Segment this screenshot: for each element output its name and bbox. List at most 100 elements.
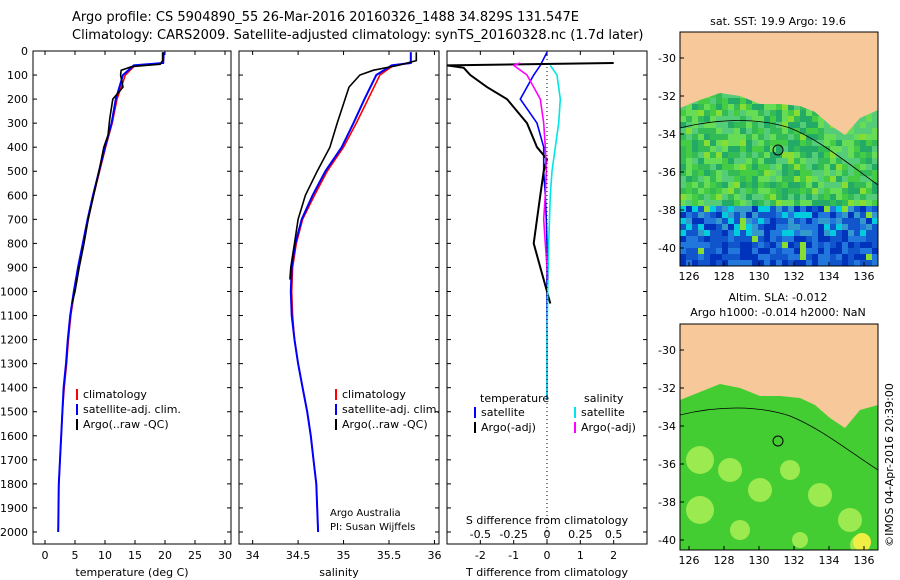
series-line-argo-raw-qc-	[289, 52, 418, 280]
figure-title-line-2: Climatology: CARS2009. Satellite-adjuste…	[72, 28, 644, 43]
y-tick-label: 1500	[0, 406, 28, 419]
sst-map-title: sat. SST: 19.9 Argo: 19.6	[710, 15, 846, 28]
y-tick-label: 1900	[0, 502, 28, 515]
series-line-argo-raw-qc-	[71, 52, 164, 304]
land-mass-top	[680, 32, 878, 135]
y-tick-label: 1700	[0, 454, 28, 467]
x-tick-label: 1	[577, 549, 584, 562]
lon-tick-label: 136	[854, 270, 875, 283]
series-line-temperature-argo-adj-	[446, 62, 614, 304]
s-tick-label: 0	[544, 528, 551, 541]
temperature-panel: 0100200300400500600700800900100011001200…	[0, 45, 232, 579]
x-tick-label: 0	[544, 549, 551, 562]
x-tick-label: 34.5	[286, 549, 311, 562]
x-tick-label: -2	[475, 549, 486, 562]
lon-tick-label: 130	[749, 554, 770, 567]
series-line-satellite-adj-clim-	[289, 52, 412, 533]
legend-title-temperature: temperature	[480, 392, 549, 405]
lat-tick-label: -38	[658, 204, 676, 217]
series-line-climatology	[290, 52, 412, 533]
lat-tick-label: -38	[658, 496, 676, 509]
argo-position-marker-bottom	[772, 435, 784, 447]
legend-label: satellite	[481, 406, 525, 419]
lat-tick-label: -30	[658, 52, 676, 65]
y-tick-label: 600	[7, 189, 28, 202]
difference-panel: -2 -1 0 1 2 T difference from climatology -0.5…	[446, 50, 648, 579]
legend-label: Argo(..raw -QC)	[342, 418, 428, 431]
x-tick-label: 10	[98, 549, 112, 562]
y-tick-label: 2000	[0, 526, 28, 539]
x-tick-label: 35.5	[377, 549, 402, 562]
x-tick-label: 5	[72, 549, 79, 562]
plot-frame	[238, 50, 440, 545]
legend-label: climatology	[342, 388, 406, 401]
x-tick-label: 30	[218, 549, 232, 562]
y-tick-label: 800	[7, 237, 28, 250]
s-tick-label: -0.5	[470, 528, 491, 541]
legend-label: Argo(-adj)	[481, 421, 536, 434]
s-tick-label: 0.25	[568, 528, 593, 541]
y-tick-label: 500	[7, 165, 28, 178]
plot-frame	[32, 50, 232, 545]
x-tick-label: 15	[128, 549, 142, 562]
lon-tick-label: 134	[819, 270, 840, 283]
y-tick-label: 1100	[0, 310, 28, 323]
y-tick-label: 1600	[0, 430, 28, 443]
argo-position-marker-top	[772, 144, 784, 156]
y-tick-label: 1400	[0, 382, 28, 395]
lat-tick-label: -32	[658, 90, 676, 103]
sla-map-panel: Altim. SLA: -0.012 Argo h1000: -0.014 h2…	[658, 291, 879, 567]
lat-tick-label: -36	[658, 166, 676, 179]
lon-tick-label: 126	[679, 554, 700, 567]
bathymetry-contour-top	[680, 120, 878, 186]
y-tick-label: 300	[7, 117, 28, 130]
s-tick-label: 0.5	[605, 528, 623, 541]
lon-tick-label: 136	[854, 554, 875, 567]
credit-text: ©IMOS 04-Apr-2016 20:39:00	[883, 383, 896, 547]
figure-title-line-1: Argo profile: CS 5904890_55 26-Mar-2016 …	[72, 10, 580, 25]
y-tick-label: 700	[7, 213, 28, 226]
lon-tick-label: 128	[714, 554, 735, 567]
annotation-text: Argo Australia	[330, 508, 401, 519]
x-tick-label: 20	[158, 549, 172, 562]
salinity-panel: 34 34.5 35 35.5 36 salinity climatology satelli…	[238, 50, 441, 579]
x-axis-label: temperature (deg C)	[75, 566, 188, 579]
y-tick-label: 1800	[0, 478, 28, 491]
series-line-salinity-argo-adj-	[512, 62, 549, 280]
lat-tick-label: -30	[658, 344, 676, 357]
lon-tick-label: 128	[714, 270, 735, 283]
legend-label: satellite-adj. clim.	[83, 403, 181, 416]
sst-map-panel: sat. SST: 19.9 Argo: 19.6 126 128 130 132 13…	[658, 15, 879, 283]
legend-label: climatology	[83, 388, 147, 401]
x-tick-label: 2	[610, 549, 617, 562]
x-axis-label: T difference from climatology	[465, 566, 628, 579]
series-line-salinity-satellite	[546, 64, 562, 400]
x-tick-label: 34	[246, 549, 260, 562]
x-tick-label: 0	[42, 549, 49, 562]
annotation-text: PI: Susan Wijffels	[330, 522, 415, 533]
legend-label: satellite-adj. clim.	[342, 403, 440, 416]
s-axis-label: S difference from climatology	[466, 514, 629, 527]
y-tick-label: 0	[21, 45, 28, 58]
x-tick-label: 36	[427, 549, 441, 562]
lon-tick-label: 134	[819, 554, 840, 567]
legend-label: Argo(..raw -QC)	[83, 418, 169, 431]
legend-title-salinity: salinity	[584, 392, 624, 405]
lat-tick-label: -40	[658, 534, 676, 547]
x-axis-label: salinity	[319, 566, 359, 579]
lat-tick-label: -32	[658, 382, 676, 395]
lat-tick-label: -40	[658, 242, 676, 255]
x-tick-label: 25	[188, 549, 202, 562]
y-tick-label: 400	[7, 141, 28, 154]
sla-map-title-1: Altim. SLA: -0.012	[728, 291, 827, 304]
y-tick-label: 100	[7, 69, 28, 82]
series-line-temperature-satellite	[519, 51, 548, 400]
lon-tick-label: 130	[749, 270, 770, 283]
legend-label: satellite	[581, 406, 625, 419]
lon-tick-label: 132	[784, 554, 805, 567]
sla-map-title-2: Argo h1000: -0.014 h2000: NaN	[690, 306, 866, 319]
s-tick-label: -0.25	[499, 528, 527, 541]
series-line-satellite-adj-clim-	[57, 52, 165, 533]
y-tick-label: 900	[7, 261, 28, 274]
